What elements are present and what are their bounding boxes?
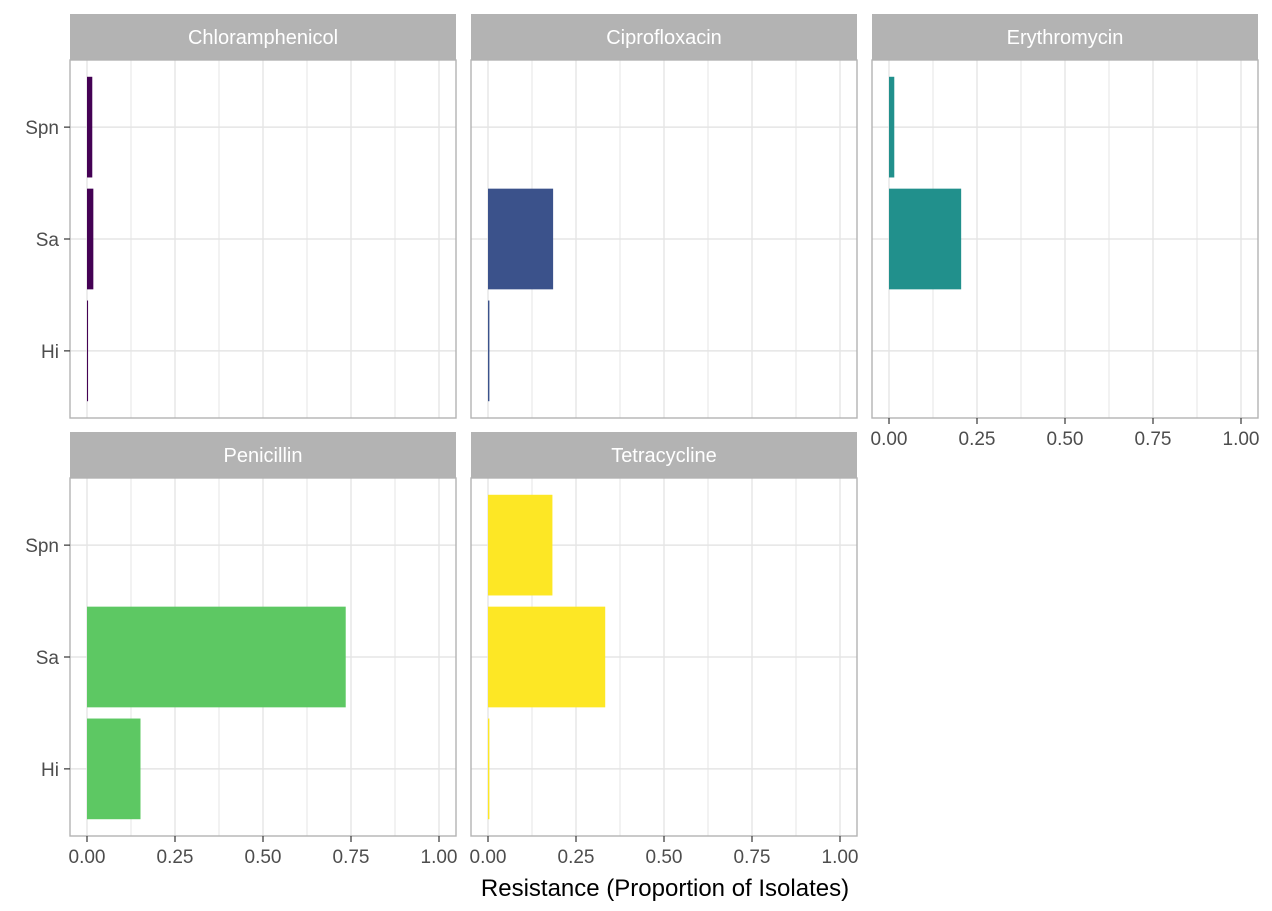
x-tick-label: 1.00 xyxy=(1223,429,1260,450)
y-tick-label: Sa xyxy=(36,648,60,669)
strip-label-chloramphenicol: Chloramphenicol xyxy=(188,27,338,49)
y-tick-label: Hi xyxy=(41,760,59,781)
bar-tetracycline-spn xyxy=(488,494,553,596)
y-tick-label: Spn xyxy=(25,118,59,139)
bar-tetracycline-sa xyxy=(488,606,606,708)
x-tick-label: 0.50 xyxy=(1047,429,1084,450)
panel-border-ciprofloxacin xyxy=(470,59,858,419)
bar-tetracycline-hi xyxy=(488,718,490,820)
facet-erythromycin: Erythromycin 0.00 0.25 0.50 0.75 1.00 xyxy=(871,14,1260,450)
facet-penicillin: Penicillin Spn Sa Hi 0.00 0.25 0.50 0.75 1.00 xyxy=(25,432,457,868)
x-tick-label: 0.00 xyxy=(69,847,106,868)
bar-penicillin-hi xyxy=(87,718,141,820)
x-tick-label: 0.75 xyxy=(734,847,771,868)
y-tick-label: Hi xyxy=(41,342,59,363)
bar-penicillin-sa xyxy=(87,606,346,708)
x-tick-label: 0.75 xyxy=(333,847,370,868)
bar-erythromycin-sa xyxy=(889,188,962,290)
bar-ciprofloxacin-sa xyxy=(488,188,554,290)
strip-erythromycin xyxy=(872,14,1258,60)
facet-tetracycline: Tetracycline 0.00 0.25 0.50 0.75 1.00 xyxy=(470,432,859,868)
bar-chloramphenicol-sa xyxy=(87,188,94,290)
x-tick-label: 1.00 xyxy=(421,847,458,868)
x-tick-label: 1.00 xyxy=(822,847,859,868)
y-tick-label: Sa xyxy=(36,230,60,251)
bar-erythromycin-spn xyxy=(889,76,895,178)
x-tick-label: 0.50 xyxy=(245,847,282,868)
strip-label-penicillin: Penicillin xyxy=(224,445,303,467)
bar-ciprofloxacin-hi xyxy=(488,300,490,402)
strip-label-ciprofloxacin: Ciprofloxacin xyxy=(606,27,722,49)
x-tick-label: 0.00 xyxy=(871,429,908,450)
x-tick-label: 0.25 xyxy=(558,847,595,868)
x-axis-title: Resistance (Proportion of Isolates) xyxy=(481,875,849,902)
x-tick-label: 0.25 xyxy=(157,847,194,868)
y-tick-label: Spn xyxy=(25,536,59,557)
strip-chloramphenicol xyxy=(70,14,456,60)
strip-ciprofloxacin xyxy=(471,14,857,60)
strip-label-tetracycline: Tetracycline xyxy=(611,445,717,467)
strip-tetracycline xyxy=(471,432,857,478)
bar-chloramphenicol-hi xyxy=(87,300,89,402)
facet-ciprofloxacin: Ciprofloxacin xyxy=(470,14,858,419)
strip-penicillin xyxy=(70,432,456,478)
x-tick-label: 0.75 xyxy=(1135,429,1172,450)
strip-label-erythromycin: Erythromycin xyxy=(1007,27,1124,49)
bar-chloramphenicol-spn xyxy=(87,76,93,178)
facet-chloramphenicol: Chloramphenicol Spn Sa Hi xyxy=(25,14,457,419)
x-tick-label: 0.00 xyxy=(470,847,507,868)
x-tick-label: 0.25 xyxy=(959,429,996,450)
x-tick-label: 0.50 xyxy=(646,847,683,868)
